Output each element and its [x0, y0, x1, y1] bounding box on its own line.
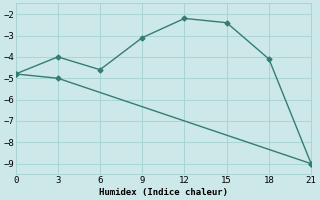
X-axis label: Humidex (Indice chaleur): Humidex (Indice chaleur): [99, 188, 228, 197]
